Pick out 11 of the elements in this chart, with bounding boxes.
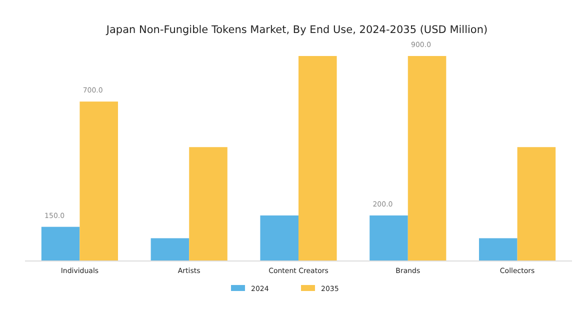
bar [260, 215, 298, 261]
chart-title: Japan Non-Fungible Tokens Market, By End Use, 2024-2035 (USD Million) [105, 24, 488, 36]
bar [80, 102, 118, 261]
bar [298, 56, 337, 261]
bar [370, 215, 408, 261]
bar [41, 226, 80, 261]
bar [189, 147, 228, 261]
bar [408, 56, 446, 261]
bar [150, 238, 190, 261]
bar [517, 147, 556, 261]
bar [479, 238, 518, 261]
